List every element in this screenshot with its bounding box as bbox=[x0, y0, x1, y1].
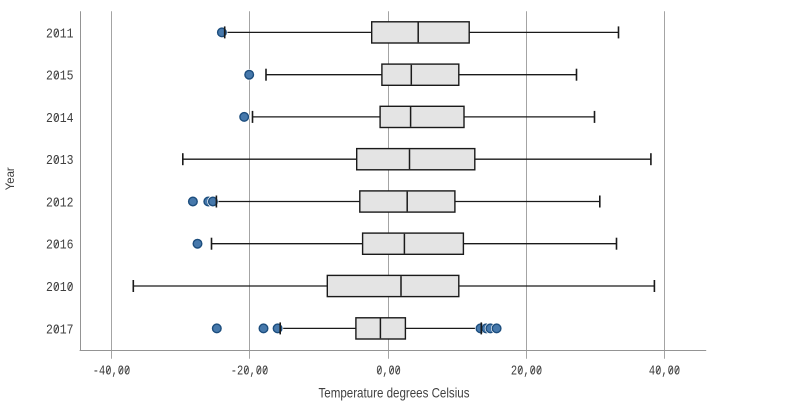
svg-text:2017: 2017 bbox=[46, 322, 74, 338]
svg-text:0,00: 0,00 bbox=[376, 364, 401, 380]
svg-text:-20,00: -20,00 bbox=[231, 364, 269, 380]
svg-text:2014: 2014 bbox=[46, 111, 74, 127]
svg-text:2011: 2011 bbox=[46, 26, 74, 42]
svg-text:Temperature degrees Celsius: Temperature degrees Celsius bbox=[319, 386, 470, 401]
svg-text:2015: 2015 bbox=[46, 69, 74, 85]
svg-text:40,00: 40,00 bbox=[649, 364, 680, 380]
svg-text:2012: 2012 bbox=[46, 196, 74, 212]
svg-text:2013: 2013 bbox=[46, 153, 74, 169]
svg-text:-40,00: -40,00 bbox=[93, 364, 131, 380]
svg-text:2016: 2016 bbox=[46, 238, 74, 254]
svg-text:20,00: 20,00 bbox=[511, 364, 542, 380]
svg-text:2010: 2010 bbox=[46, 280, 74, 296]
svg-text:Year: Year bbox=[3, 167, 17, 190]
